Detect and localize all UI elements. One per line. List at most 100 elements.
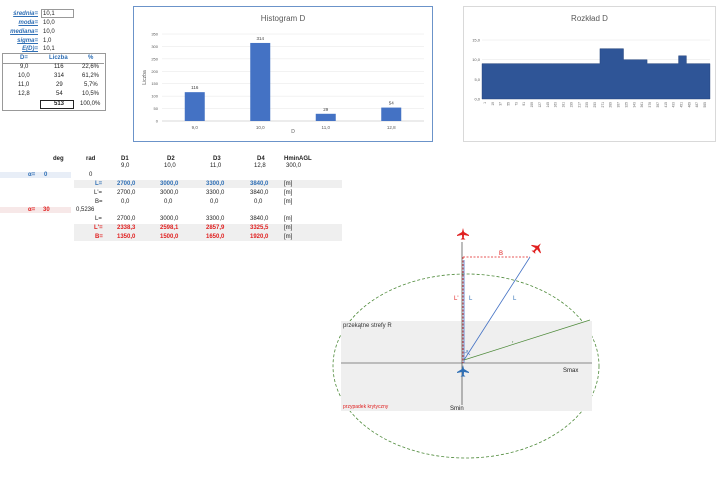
freq-row-1-pct: 61,2%: [82, 73, 100, 79]
freq-row-1-d: 10,0: [18, 73, 30, 79]
r1-B-d4: 0,0: [254, 199, 263, 205]
dist-xtick-label: 235: [585, 102, 589, 108]
dist-xtick-label: 325: [624, 102, 628, 108]
d3-value: 11,0: [210, 163, 222, 169]
r1-Lp-label: L'=: [94, 190, 102, 196]
r1-B-d1: 0,0: [121, 199, 130, 205]
freq-total-pct: 100,0%: [80, 101, 101, 107]
histogram-title: Histogram D: [260, 14, 306, 23]
label-zone: przekątne strefy R: [343, 323, 392, 329]
r2-L-d3: 3300,0: [206, 216, 225, 222]
freq-row-2-d: 11,0: [18, 82, 30, 88]
col-header-d1: D1: [121, 156, 129, 162]
dist-xtick-label: 343: [632, 102, 636, 108]
alpha-arc: [463, 352, 471, 356]
dist-xtick-label: 289: [609, 102, 613, 108]
hist-bar: [315, 113, 336, 121]
r1-L-label: L=: [95, 181, 103, 187]
stat-value-ed: 10,1: [43, 46, 55, 52]
r1-L-d3: 3300,0: [206, 181, 225, 187]
dist-xtick-label: 433: [672, 102, 676, 108]
d4-value: 12,8: [254, 163, 266, 169]
r2-Lp-d3: 2857,9: [206, 225, 225, 231]
histogram-chart[interactable]: Histogram D 0 50 100 150 200 250 300 350 116 9,0 3…: [133, 6, 433, 142]
label-critical: przypadek krytyczny: [343, 404, 389, 410]
dist-xtick-label: 505: [703, 102, 707, 108]
label-alpha: α: [466, 348, 469, 353]
freq-header-liczba: Liczba: [49, 55, 68, 61]
alpha2-rad: 0,5236: [76, 207, 95, 213]
dist-ytick-label: 10,0: [472, 57, 481, 62]
dist-xtick-label: 253: [593, 102, 597, 108]
dist-xtick-label: 271: [601, 102, 605, 108]
r2-L-d4: 3840,0: [250, 216, 269, 222]
dist-xtick-label: 19: [491, 102, 495, 106]
r2-L-d2: 3000,0: [160, 216, 179, 222]
r2-Lp-d2: 2598,1: [160, 225, 179, 231]
dist-xtick-label: 469: [687, 102, 691, 108]
dist-xtick-label: 127: [538, 102, 542, 108]
hist-xtick-label: 12,8: [387, 125, 396, 130]
freq-total-box: [40, 100, 74, 109]
freq-header-row: [2, 54, 104, 64]
alpha2-label: α=: [28, 207, 36, 213]
hist-bar: [381, 107, 402, 121]
stat-label-moda: moda=: [18, 20, 38, 26]
dist-xtick-label: 181: [562, 102, 566, 108]
r1-Lp-d4: 3840,0: [250, 190, 269, 196]
hist-ytick-label: 200: [151, 69, 158, 74]
dist-area: [481, 48, 711, 100]
dist-xtick-label: 361: [640, 102, 644, 108]
row2-band: [74, 224, 342, 241]
stat-cell-srednia[interactable]: [41, 9, 74, 18]
r2-L-d1: 2700,0: [117, 216, 136, 222]
dist-ytick-label: 5,0: [474, 77, 480, 82]
dist-xtick-label: 415: [664, 102, 668, 108]
label-r: r: [512, 339, 514, 344]
r2-Lp-label: L'=: [94, 225, 103, 231]
label-smax: Smax: [563, 368, 579, 374]
dist-ytick-label: 0,0: [474, 97, 480, 102]
hist-xtick-label: 11,0: [322, 125, 331, 130]
hist-data-label: 54: [389, 101, 395, 106]
r2-Lp-d1: 2338,3: [117, 225, 136, 231]
freq-total: 513: [54, 101, 65, 107]
dist-xtick-label: 199: [569, 102, 573, 108]
stat-label-sigma: sigma=: [17, 38, 38, 44]
hist-data-label: 314: [256, 36, 264, 41]
distribution-chart[interactable]: Rozkład D 0,0 5,0 10,0 15,0 1 19 37 55 73 91 109 12…: [463, 6, 716, 142]
hist-ytick-label: 300: [151, 44, 158, 49]
stat-value-srednia: 10,1: [43, 11, 55, 17]
dist-xtick-label: 145: [546, 102, 550, 108]
histogram-plot: 0 50 100 150 200 250 300 350 116 9,0 314 10,0 29 11,0…: [142, 32, 424, 135]
dist-ytick-label: 15,0: [472, 38, 481, 43]
dist-xtick-label: 55: [507, 102, 511, 106]
r2-B-d2: 1500,0: [160, 234, 179, 240]
plane-icon-center: [457, 365, 469, 377]
stat-label-srednia: średnia=: [13, 11, 38, 17]
col-header-hmin: HminAGL: [284, 156, 312, 162]
alpha2-deg[interactable]: 30: [43, 207, 50, 213]
alpha1-rad: 0: [89, 172, 93, 178]
freq-header-pct: %: [88, 55, 94, 61]
r2-L-unit: [m]: [284, 216, 293, 222]
r1-L-d2: 3000,0: [160, 181, 179, 187]
freq-row-3-count: 54: [56, 91, 63, 97]
dist-xtick-label: 451: [679, 102, 683, 108]
dist-xtick-label: 379: [648, 102, 652, 108]
alpha2-label-bg: [0, 207, 71, 213]
alpha1-deg[interactable]: 0: [44, 172, 48, 178]
row1-band: [74, 180, 342, 188]
plane-icon-top: [457, 228, 469, 240]
alpha1-label-bg: [0, 172, 71, 178]
hist-bar: [250, 42, 271, 121]
hist-xlabel: D: [291, 129, 295, 135]
r1-L-unit: [m]: [284, 181, 293, 187]
hmin-value: 300,0: [286, 163, 302, 169]
r2-B-d1: 1350,0: [117, 234, 136, 240]
stat-label-ed: E(D)=: [22, 46, 38, 52]
hist-data-label: 116: [191, 85, 199, 90]
col-header-d3: D3: [213, 156, 221, 162]
r1-L-d4: 3840,0: [250, 181, 269, 187]
freq-row-0-d: 9,0: [20, 64, 29, 70]
